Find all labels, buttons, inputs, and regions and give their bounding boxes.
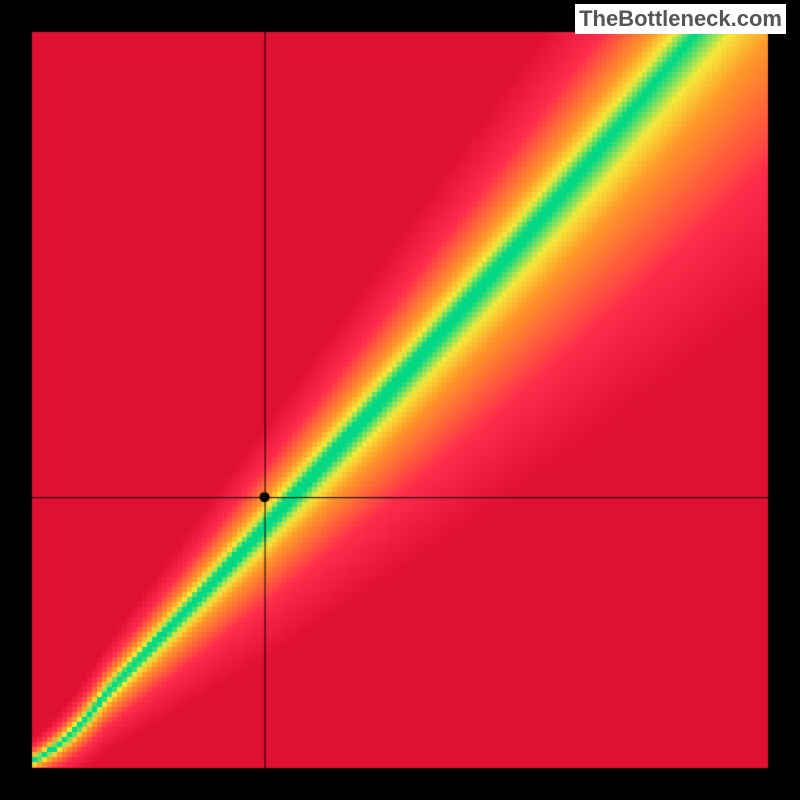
chart-container: TheBottleneck.com	[0, 0, 800, 800]
watermark-text: TheBottleneck.com	[575, 4, 786, 34]
bottleneck-heatmap	[0, 0, 800, 800]
